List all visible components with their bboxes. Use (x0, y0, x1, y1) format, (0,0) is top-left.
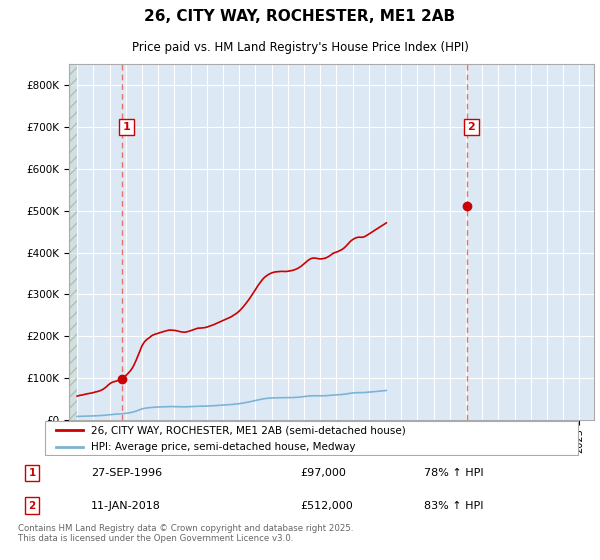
Text: 26, CITY WAY, ROCHESTER, ME1 2AB: 26, CITY WAY, ROCHESTER, ME1 2AB (145, 9, 455, 24)
Text: 78% ↑ HPI: 78% ↑ HPI (424, 468, 484, 478)
Text: 11-JAN-2018: 11-JAN-2018 (91, 501, 161, 511)
Text: 27-SEP-1996: 27-SEP-1996 (91, 468, 163, 478)
Text: 2: 2 (28, 501, 36, 511)
Text: 83% ↑ HPI: 83% ↑ HPI (424, 501, 484, 511)
Text: Price paid vs. HM Land Registry's House Price Index (HPI): Price paid vs. HM Land Registry's House … (131, 41, 469, 54)
FancyBboxPatch shape (45, 422, 578, 455)
Text: £97,000: £97,000 (300, 468, 346, 478)
Text: 26, CITY WAY, ROCHESTER, ME1 2AB (semi-detached house): 26, CITY WAY, ROCHESTER, ME1 2AB (semi-d… (91, 425, 406, 435)
Text: 1: 1 (122, 122, 130, 132)
Text: 2: 2 (467, 122, 475, 132)
Text: HPI: Average price, semi-detached house, Medway: HPI: Average price, semi-detached house,… (91, 442, 355, 452)
Bar (69, 64, 77, 420)
Text: 1: 1 (28, 468, 36, 478)
Text: Contains HM Land Registry data © Crown copyright and database right 2025.
This d: Contains HM Land Registry data © Crown c… (18, 524, 353, 543)
Text: £512,000: £512,000 (300, 501, 353, 511)
